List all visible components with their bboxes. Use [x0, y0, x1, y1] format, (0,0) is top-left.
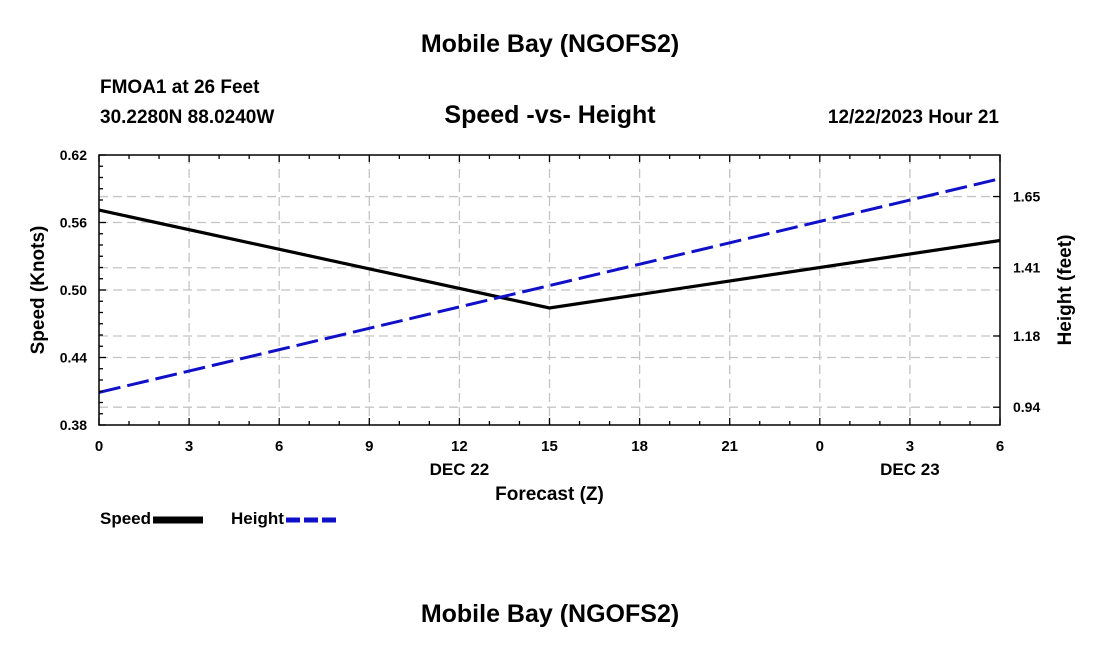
x-axis-label: Forecast (Z) [495, 484, 604, 505]
footer-title: Mobile Bay (NGOFS2) [420, 600, 680, 628]
y-tick-label: 0.56 [60, 215, 87, 231]
x-tick-label: 0 [95, 438, 103, 455]
y-tick-label: 0.38 [60, 417, 87, 433]
y2-tick-label: 0.94 [1013, 399, 1040, 415]
tick-layer [98, 154, 1001, 426]
x-tick-label: 18 [631, 438, 648, 455]
legend-swatch-height [285, 517, 336, 523]
series-line-speed [98, 208, 1001, 310]
y2-tick-label: 1.18 [1013, 328, 1040, 344]
chart-subtitle: Speed -vs- Height [444, 101, 656, 129]
legend-label-speed: Speed [100, 509, 152, 528]
y2-axis-label: Height (feet) [1055, 235, 1076, 346]
x-tick-label: 3 [185, 438, 193, 455]
y2-tick-label: 1.65 [1013, 189, 1040, 205]
x-tick-label: 3 [906, 438, 914, 455]
y2-tick-label: 1.41 [1013, 260, 1040, 276]
series-layer [98, 177, 1001, 394]
label-layer: 0 3 6 9 12 15 18 21 0 3 6 DEC 22 DEC 23 Forecast (Z) 0… [28, 147, 1076, 505]
y-axis-label: Speed (Knots) [28, 226, 49, 355]
legend-item-speed: Speed [100, 509, 205, 529]
y-tick-label: 0.44 [60, 350, 87, 366]
station-label: FMOA1 at 26 Feet [100, 77, 260, 98]
chart-title: Mobile Bay (NGOFS2) [420, 30, 680, 58]
forecast-datetime: 12/22/2023 Hour 21 [827, 107, 999, 128]
x-date-label: DEC 23 [880, 460, 940, 479]
x-tick-label: 21 [721, 438, 738, 455]
x-tick-label: 6 [275, 438, 283, 455]
x-tick-label: 15 [541, 438, 558, 455]
grid-layer [99, 155, 1000, 425]
legend-swatch-speed [153, 516, 204, 524]
y-tick-label: 0.62 [60, 147, 87, 163]
legend-label-height: Height [231, 509, 284, 528]
x-date-label: DEC 22 [430, 460, 490, 479]
legend-item-height: Height [231, 509, 338, 529]
x-tick-label: 9 [365, 438, 373, 455]
x-tick-label: 0 [816, 438, 824, 455]
x-tick-label: 6 [996, 438, 1004, 455]
y-tick-label: 0.50 [60, 282, 87, 298]
series-line-height [98, 177, 1001, 394]
x-tick-label: 12 [451, 438, 468, 455]
station-coordinates: 30.2280N 88.0240W [100, 107, 275, 128]
